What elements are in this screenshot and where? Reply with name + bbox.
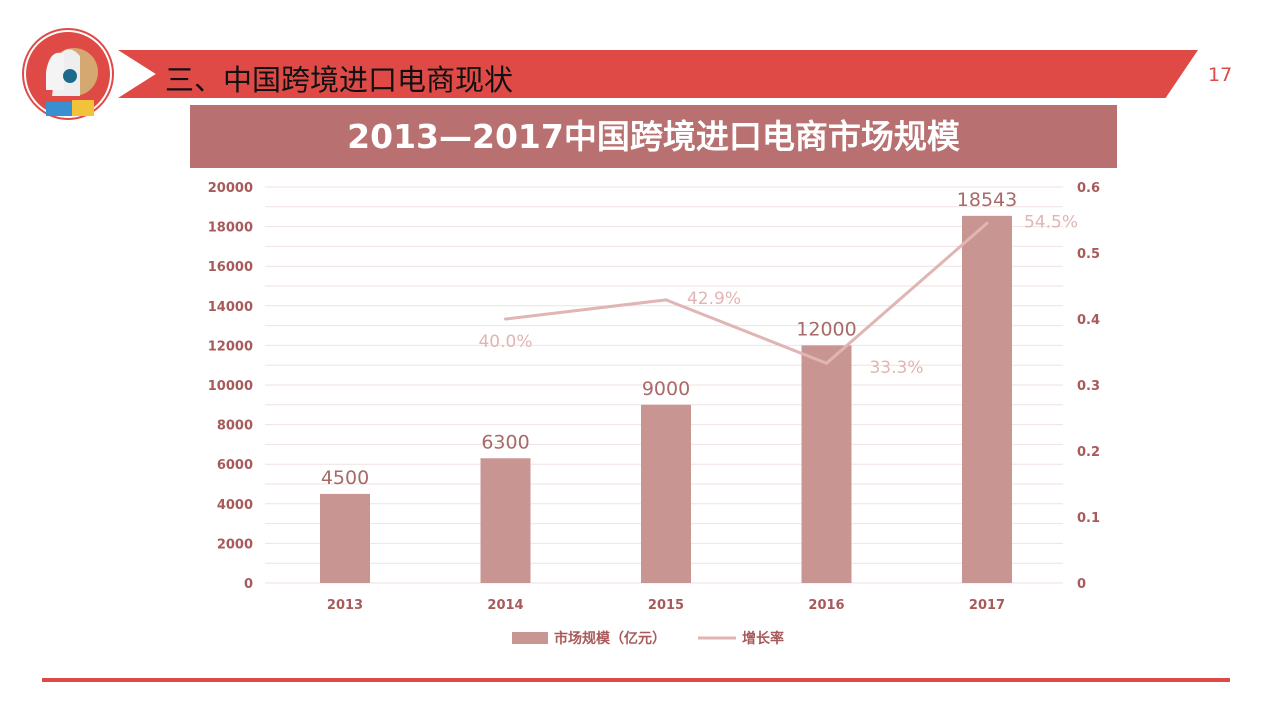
y2-tick-label: 0: [1077, 577, 1086, 592]
y2-tick-label: 0.3: [1077, 379, 1100, 394]
growth-rate-label: 40.0%: [478, 332, 532, 352]
growth-rate-label: 42.9%: [687, 289, 741, 309]
growth-rate-label: 54.5%: [1024, 212, 1078, 232]
growth-point: [825, 361, 828, 365]
y-tick-label: 4000: [217, 498, 253, 513]
growth-rate-line: [505, 222, 988, 365]
y2-tick-label: 0.2: [1077, 445, 1100, 460]
y-tick-label: 2000: [217, 537, 253, 552]
title-banner: [118, 50, 1198, 98]
logo-avatar: [24, 30, 112, 118]
chart-image: 2013—2017中国跨境进口电商市场规模 0 2000 4000 6000 8000 1…: [190, 105, 1117, 648]
slide-title: 三、中国跨境进口电商现状: [165, 63, 514, 97]
growth-rate-label: 33.3%: [869, 358, 923, 378]
y-tick-label: 12000: [208, 339, 253, 354]
y2-tick-label: 0.1: [1077, 511, 1100, 526]
bar-value-label: 12000: [796, 318, 856, 340]
headset-people-icon: [46, 48, 98, 116]
y-tick-label: 10000: [208, 379, 253, 394]
y-tick-label: 18000: [208, 221, 253, 236]
bar-2015: [641, 404, 691, 583]
y-tick-label: 16000: [208, 260, 253, 275]
bottom-divider: [42, 678, 1230, 682]
bar-value-label: 9000: [642, 378, 690, 400]
bar-value-label: 4500: [321, 467, 369, 489]
y2-tick-label: 0.5: [1077, 247, 1100, 262]
x-tick-label: 2017: [969, 598, 1005, 613]
y2-tick-label: 0.4: [1077, 313, 1100, 328]
legend-bar-label: 市场规模（亿元）: [554, 630, 666, 647]
bar-value-label: 18543: [957, 189, 1017, 211]
y-tick-label: 20000: [208, 181, 253, 196]
bar-2016: [801, 345, 852, 583]
y-tick-label: 8000: [217, 419, 253, 434]
legend-line-label: 增长率: [742, 630, 784, 647]
x-tick-label: 2014: [487, 598, 523, 613]
bar-2014: [480, 458, 531, 583]
y-tick-label: 6000: [217, 458, 253, 473]
growth-point: [985, 221, 989, 225]
chart-plot: 0 2000 4000 6000 8000 10000 12000 14000 16000 180…: [208, 181, 1100, 647]
bar-2017: [962, 215, 1012, 583]
page-number: 17: [1208, 64, 1233, 86]
y2-tick-label: 0.6: [1077, 181, 1100, 196]
y-tick-label: 0: [244, 577, 253, 592]
x-tick-label: 2016: [808, 598, 844, 613]
growth-point: [664, 298, 668, 302]
x-tick-label: 2013: [327, 598, 363, 613]
growth-point: [504, 317, 507, 321]
legend-bar-swatch: [512, 632, 548, 644]
y-tick-label: 14000: [208, 300, 253, 315]
chart-title: 2013—2017中国跨境进口电商市场规模: [190, 105, 1117, 168]
bar-2013: [320, 493, 370, 583]
bar-value-label: 6300: [481, 431, 529, 453]
x-tick-label: 2015: [648, 598, 684, 613]
